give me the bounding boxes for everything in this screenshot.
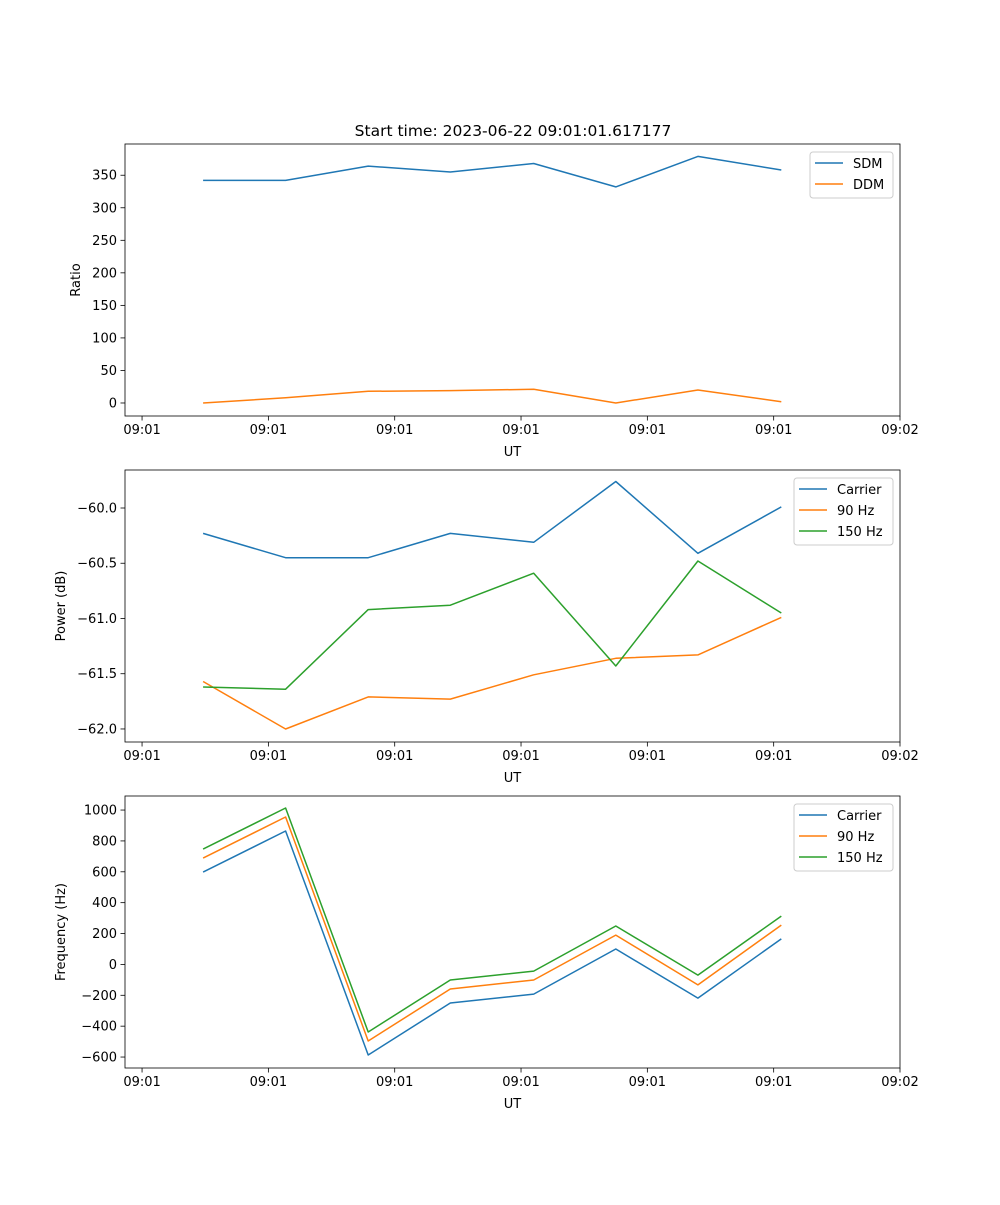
- legend-label: 90 Hz: [837, 830, 874, 845]
- y-tick-label: 250: [92, 234, 117, 249]
- y-tick-label: 600: [92, 865, 117, 880]
- y-tick-label: −61.0: [77, 612, 117, 627]
- legend-label: 150 Hz: [837, 525, 883, 540]
- legend-label: 90 Hz: [837, 504, 874, 519]
- x-tick-label: 09:01: [629, 423, 666, 438]
- x-tick-label: 09:01: [376, 423, 413, 438]
- y-tick-label: 50: [100, 364, 117, 379]
- x-tick-label: 09:01: [376, 749, 413, 764]
- y-tick-label: −61.5: [77, 667, 117, 682]
- legend-box: [793, 477, 894, 546]
- y-tick-label: 150: [92, 299, 117, 314]
- axes-frame: [124, 143, 901, 417]
- x-axis-label: UT: [504, 771, 522, 786]
- y-axis-label: Frequency (Hz): [54, 883, 69, 981]
- x-tick-label: 09:01: [376, 1075, 413, 1090]
- x-tick-label: 09:01: [755, 749, 792, 764]
- series-line-carrier: [202, 480, 782, 559]
- y-tick-label: −62.0: [77, 722, 117, 737]
- series-line-sdm: [203, 155, 782, 188]
- series-line-90-hz: [202, 816, 782, 1042]
- x-tick-label: 09:01: [502, 423, 539, 438]
- y-tick-label: 1000: [84, 804, 117, 819]
- x-tick-label: 09:01: [250, 423, 287, 438]
- x-tick-label: 09:01: [755, 1075, 792, 1090]
- x-tick-label: 09:01: [123, 423, 160, 438]
- y-tick-label: 200: [92, 266, 117, 281]
- legend-label: 150 Hz: [837, 851, 883, 866]
- figure-title: Start time: 2023-06-22 09:01:01.617177: [355, 122, 672, 140]
- x-tick-label: 09:02: [881, 1075, 918, 1090]
- y-axis-label: Power (dB): [54, 571, 69, 642]
- axes-frame: [124, 469, 901, 743]
- x-axis-label: UT: [504, 445, 522, 460]
- x-tick-label: 09:01: [123, 1075, 160, 1090]
- y-tick-label: 800: [92, 834, 117, 849]
- subplot-3: 09:01 09:01 09:01 09:01 09:01 09:01 09:02 −600 −…: [54, 795, 919, 1112]
- y-tick-label: 200: [92, 927, 117, 942]
- legend-label: Carrier: [837, 483, 882, 498]
- x-tick-label: 09:01: [755, 423, 792, 438]
- x-tick-label: 09:02: [881, 423, 918, 438]
- x-tick-label: 09:01: [629, 1075, 666, 1090]
- subplot-1: 09:01 09:01 09:01 09:01 09:01 09:01 09:02 0 50 10…: [69, 143, 919, 460]
- legend-label: DDM: [853, 178, 884, 193]
- y-tick-label: 0: [109, 958, 117, 973]
- y-tick-label: −400: [81, 1020, 117, 1035]
- legend-box: [793, 803, 894, 872]
- y-tick-label: 400: [92, 896, 117, 911]
- x-tick-label: 09:01: [502, 749, 539, 764]
- y-tick-label: 350: [92, 169, 117, 184]
- y-tick-label: −60.0: [77, 502, 117, 517]
- y-tick-label: −60.5: [77, 557, 117, 572]
- series-line-carrier: [202, 830, 782, 1056]
- legend: Carrier 90 Hz 150 Hz: [793, 477, 894, 546]
- legend: SDM DDM: [809, 151, 894, 199]
- x-tick-label: 09:01: [629, 749, 666, 764]
- y-tick-label: −600: [81, 1051, 117, 1066]
- series-line-90-hz: [202, 616, 782, 730]
- legend-label: SDM: [853, 157, 882, 172]
- y-tick-label: 0: [109, 396, 117, 411]
- x-axis-label: UT: [504, 1097, 522, 1112]
- y-tick-label: −200: [81, 989, 117, 1004]
- series-line-150-hz: [203, 560, 782, 690]
- series-line-150-hz: [202, 807, 782, 1033]
- x-tick-label: 09:01: [123, 749, 160, 764]
- x-tick-label: 09:01: [250, 1075, 287, 1090]
- x-tick-label: 09:02: [881, 749, 918, 764]
- legend: Carrier 90 Hz 150 Hz: [793, 803, 894, 872]
- x-tick-label: 09:01: [502, 1075, 539, 1090]
- y-tick-label: 100: [92, 331, 117, 346]
- axes-frame: [124, 795, 901, 1069]
- y-tick-label: 300: [92, 201, 117, 216]
- series-line-ddm: [203, 388, 782, 404]
- subplot-2: 09:01 09:01 09:01 09:01 09:01 09:01 09:02 −62.0…: [54, 469, 919, 786]
- legend-label: Carrier: [837, 809, 882, 824]
- y-axis-label: Ratio: [69, 263, 84, 296]
- x-tick-label: 09:01: [250, 749, 287, 764]
